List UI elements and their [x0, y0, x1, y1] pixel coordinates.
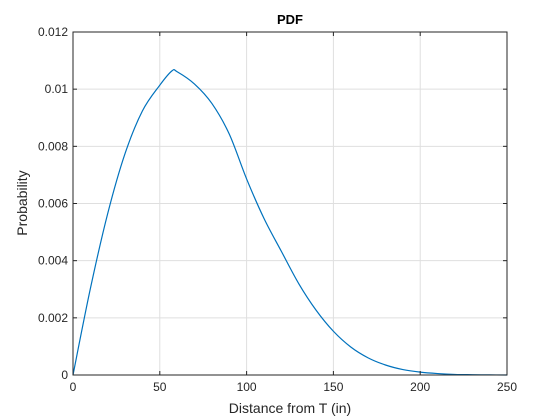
- y-tick-label: 0.006: [38, 197, 68, 211]
- chart-title: PDF: [277, 12, 303, 27]
- y-tick-label: 0.002: [38, 311, 68, 325]
- x-axis-title: Distance from T (in): [229, 400, 351, 416]
- x-tick-label: 250: [497, 380, 517, 394]
- x-tick-label: 150: [323, 380, 343, 394]
- x-tick-label: 200: [410, 380, 430, 394]
- x-tick-label: 100: [237, 380, 257, 394]
- y-tick-label: 0.004: [38, 254, 68, 268]
- y-tick-label: 0: [61, 368, 68, 382]
- x-tick-label: 50: [153, 380, 167, 394]
- y-tick-label: 0.008: [38, 139, 68, 153]
- y-axis-title: Probability: [14, 170, 30, 235]
- y-tick-label: 0.012: [38, 25, 68, 39]
- x-tick-label: 0: [70, 380, 77, 394]
- y-tick-label: 0.01: [45, 82, 69, 96]
